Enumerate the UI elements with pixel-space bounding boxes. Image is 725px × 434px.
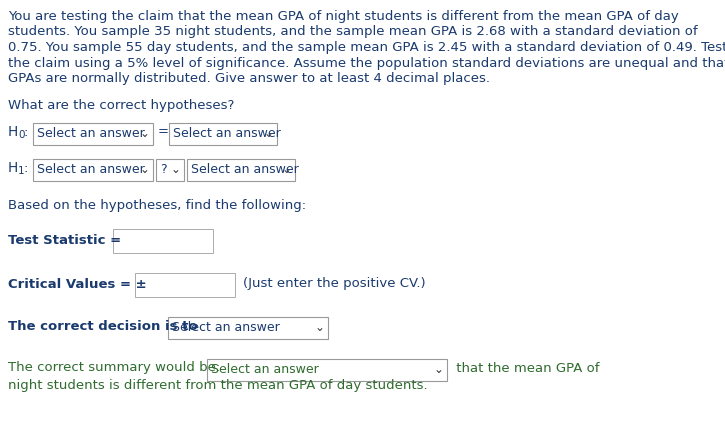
Text: GPAs are normally distributed. Give answer to at least 4 decimal places.: GPAs are normally distributed. Give answ…	[8, 72, 490, 85]
Text: Select an answer: Select an answer	[37, 127, 145, 140]
Text: Test Statistic =: Test Statistic =	[8, 233, 121, 247]
Text: You are testing the claim that the mean GPA of night students is different from : You are testing the claim that the mean …	[8, 10, 679, 23]
Text: Select an answer: Select an answer	[173, 127, 281, 140]
Text: What are the correct hypotheses?: What are the correct hypotheses?	[8, 99, 234, 112]
Text: ⌄: ⌄	[140, 127, 150, 140]
Text: The correct summary would be:: The correct summary would be:	[8, 362, 220, 375]
FancyBboxPatch shape	[156, 158, 184, 181]
FancyBboxPatch shape	[169, 122, 277, 145]
Text: =: =	[158, 125, 169, 138]
FancyBboxPatch shape	[168, 316, 328, 339]
Text: Critical Values = ±: Critical Values = ±	[8, 277, 146, 290]
Text: 1: 1	[18, 167, 25, 177]
Text: :: :	[24, 161, 28, 174]
Text: Select an answer: Select an answer	[172, 321, 280, 334]
Text: Select an answer: Select an answer	[211, 363, 319, 376]
Text: H: H	[8, 161, 18, 175]
Text: Select an answer: Select an answer	[191, 163, 299, 176]
Text: Select an answer: Select an answer	[37, 163, 145, 176]
FancyBboxPatch shape	[187, 158, 295, 181]
FancyBboxPatch shape	[207, 358, 447, 381]
Text: ⌄: ⌄	[171, 163, 181, 176]
Text: the claim using a 5% level of significance. Assume the population standard devia: the claim using a 5% level of significan…	[8, 56, 725, 69]
Text: ⌄: ⌄	[315, 321, 325, 334]
FancyBboxPatch shape	[135, 273, 235, 296]
Text: 0: 0	[18, 131, 25, 141]
Text: Based on the hypotheses, find the following:: Based on the hypotheses, find the follow…	[8, 200, 306, 213]
Text: ⌄: ⌄	[282, 163, 292, 176]
Text: ⌄: ⌄	[434, 363, 444, 376]
Text: 0.75. You sample 55 day students, and the sample mean GPA is 2.45 with a standar: 0.75. You sample 55 day students, and th…	[8, 41, 725, 54]
Text: (Just enter the positive CV.): (Just enter the positive CV.)	[243, 277, 426, 290]
Text: H: H	[8, 125, 18, 139]
FancyBboxPatch shape	[113, 228, 213, 253]
FancyBboxPatch shape	[33, 122, 153, 145]
Text: students. You sample 35 night students, and the sample mean GPA is 2.68 with a s: students. You sample 35 night students, …	[8, 26, 697, 39]
Text: night students is different from the mean GPA of day students.: night students is different from the mea…	[8, 378, 428, 391]
FancyBboxPatch shape	[33, 158, 153, 181]
Text: ⌄: ⌄	[264, 127, 274, 140]
Text: ⌄: ⌄	[140, 163, 150, 176]
Text: :: :	[24, 125, 28, 138]
Text: The correct decision is to: The correct decision is to	[8, 319, 198, 332]
Text: ?: ?	[160, 163, 167, 176]
Text: that the mean GPA of: that the mean GPA of	[452, 362, 600, 375]
